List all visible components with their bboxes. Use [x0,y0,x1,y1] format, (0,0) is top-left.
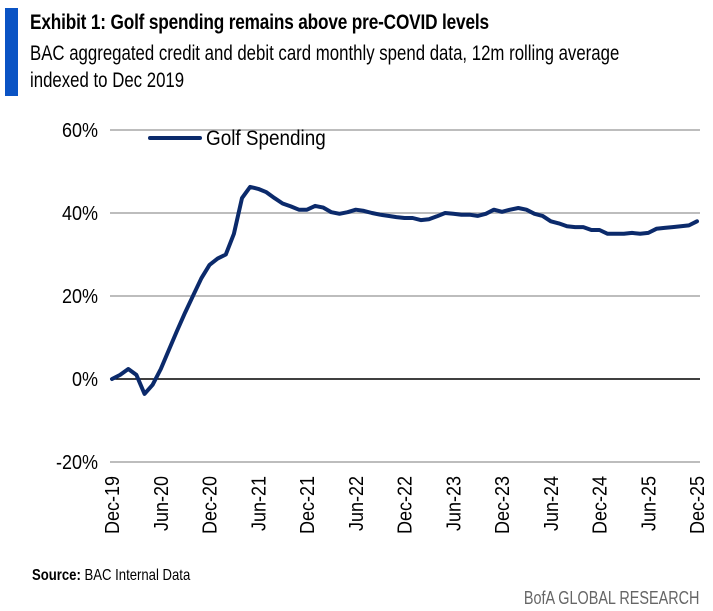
legend-label: Golf Spending [206,127,326,150]
x-tick-label: Dec-20 [200,476,222,534]
y-tick-label: 20% [62,286,98,308]
x-tick-label: Dec-24 [590,476,612,534]
brand-label: BofA GLOBAL RESEARCH [523,588,699,608]
x-tick-label: Jun-25 [638,476,660,531]
x-tick-label: Jun-21 [248,476,270,531]
source-label: Source: [32,567,81,584]
x-tick-label: Jun-22 [346,476,368,531]
y-tick-label: 0% [72,369,98,391]
x-tick-label: Jun-20 [151,476,173,531]
source-note: Source: BAC Internal Data [32,567,190,585]
chart-title: Exhibit 1: Golf spending remains above p… [30,11,489,34]
x-tick-label: Dec-19 [102,476,124,534]
y-tick-label: 60% [62,120,98,142]
y-tick-label: -20% [56,452,98,474]
series-line [110,184,699,396]
chart-subtitle: BAC aggregated credit and debit card mon… [30,42,620,92]
y-tick-label: 40% [62,203,98,225]
source-text: BAC Internal Data [80,567,191,584]
x-tick-label: Dec-23 [492,476,514,534]
x-tick-label: Jun-23 [443,476,465,531]
x-tick-label: Jun-24 [541,476,563,531]
accent-bar [5,8,18,96]
x-tick-label: Dec-21 [297,476,319,534]
x-tick-label: Dec-22 [395,476,417,534]
x-tick-label: Dec-25 [687,476,709,534]
